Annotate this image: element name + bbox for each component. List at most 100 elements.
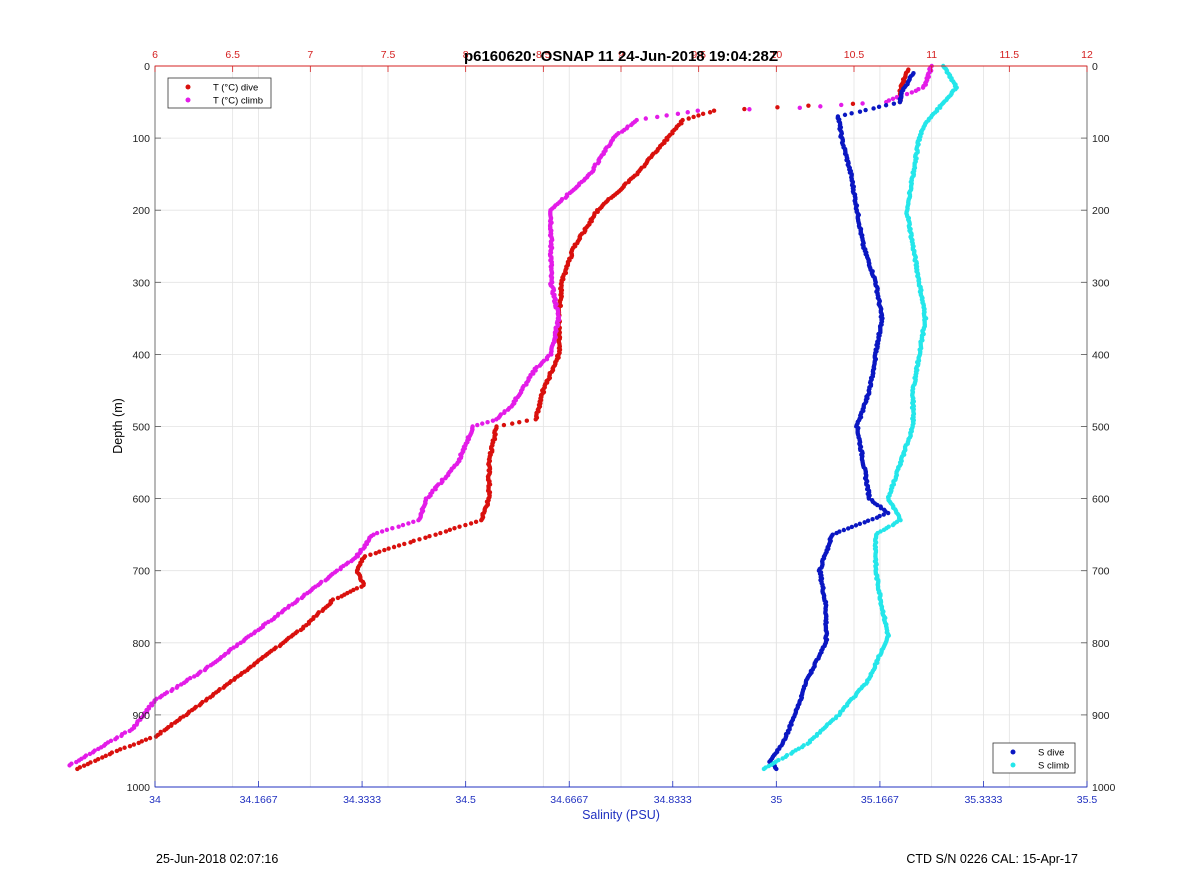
data-point [443, 476, 448, 481]
data-point [118, 747, 123, 752]
x-top-tick-label: 6.5 [225, 49, 240, 61]
data-point [119, 733, 124, 739]
data-point [533, 417, 538, 422]
x-bottom-tick-label: 35.5 [1077, 794, 1098, 806]
data-point [382, 547, 387, 553]
data-point [147, 735, 153, 741]
data-point [96, 746, 101, 752]
data-point [849, 524, 855, 530]
y-tick-label-right: 400 [1092, 349, 1110, 361]
data-point [890, 522, 896, 528]
x-top-tick-label: 12 [1081, 49, 1093, 61]
data-point [279, 610, 285, 615]
data-point [85, 761, 91, 767]
data-point [67, 763, 72, 768]
data-point [323, 578, 328, 583]
x-top-tick-label: 10 [770, 49, 782, 61]
data-point [789, 751, 794, 756]
legend-temperature-box [167, 77, 272, 109]
data-point [884, 99, 889, 105]
data-point [396, 524, 401, 529]
y-tick-label-right: 0 [1092, 61, 1098, 73]
data-point [857, 109, 863, 114]
data-point [354, 586, 360, 591]
data-point [417, 537, 422, 542]
data-point [494, 417, 499, 422]
legend-temperature-marker [185, 84, 191, 90]
data-point [870, 517, 875, 522]
y-tick-label-left: 1000 [127, 782, 151, 794]
data-point [359, 584, 364, 589]
data-point [299, 595, 305, 601]
data-point [920, 85, 926, 90]
data-point [373, 550, 378, 556]
y-tick-label-right: 200 [1092, 205, 1110, 217]
data-point [379, 529, 385, 534]
y-tick-label-right: 800 [1092, 638, 1110, 650]
data-point [158, 695, 163, 700]
data-point [686, 116, 691, 121]
y-tick-label-right: 300 [1092, 277, 1110, 289]
data-point [839, 102, 844, 108]
data-point [629, 122, 634, 128]
data-point [277, 643, 283, 649]
y-tick-label-left: 200 [132, 205, 150, 217]
data-point [774, 766, 779, 772]
data-point [524, 418, 530, 423]
data-point [349, 558, 354, 564]
data-point [74, 759, 79, 765]
data-point [517, 419, 522, 425]
data-point [780, 756, 785, 761]
data-point [208, 663, 214, 668]
data-point [131, 742, 137, 747]
data-point [696, 113, 701, 118]
data-point [881, 527, 887, 533]
data-point [563, 195, 568, 200]
data-point [114, 748, 120, 754]
legend-temperature-label: T (°C) dive [213, 83, 258, 94]
x-bottom-tick-label: 34.3333 [343, 794, 381, 806]
data-point [93, 758, 98, 763]
x-top-tick-label: 10.5 [844, 49, 865, 61]
data-point [846, 526, 851, 531]
data-point [711, 108, 717, 113]
data-point [113, 736, 118, 742]
data-point [695, 108, 700, 113]
y-tick-label-right: 1000 [1092, 782, 1116, 794]
legend-salinity-marker [1010, 762, 1016, 768]
data-point [75, 766, 80, 772]
data-point [122, 745, 127, 750]
data-point [818, 104, 823, 109]
data-point [290, 602, 295, 607]
legends: T (°C) dive T (°C) climb S dive S climb [167, 77, 1076, 774]
data-point [691, 114, 696, 120]
data-point [842, 112, 848, 118]
data-point [179, 682, 184, 687]
data-point [775, 105, 780, 110]
data-point [700, 111, 706, 117]
data-point [153, 734, 159, 739]
data-point [174, 685, 179, 690]
data-point [806, 103, 811, 108]
data-point [406, 521, 411, 526]
data-point [433, 532, 438, 537]
data-point [203, 698, 209, 703]
data-point [834, 530, 839, 536]
data-point [742, 106, 747, 112]
x-top-tick-label: 11.5 [999, 49, 1019, 61]
data-point [841, 527, 847, 533]
y-tick-label-left: 600 [132, 494, 150, 506]
x-axis-label-bottom: Salinity (PSU) [582, 808, 660, 822]
x-top-tick-label: 11 [926, 49, 937, 61]
data-point [384, 527, 390, 533]
data-point [452, 526, 457, 531]
data-point [643, 116, 648, 121]
data-point [876, 104, 882, 110]
data-point [368, 552, 373, 557]
data-point [202, 667, 208, 673]
data-point [285, 605, 291, 610]
y-tick-label-right: 100 [1092, 133, 1110, 145]
x-top-tick-label: 9 [618, 49, 624, 61]
x-bottom-tick-label: 35.1667 [861, 794, 899, 806]
